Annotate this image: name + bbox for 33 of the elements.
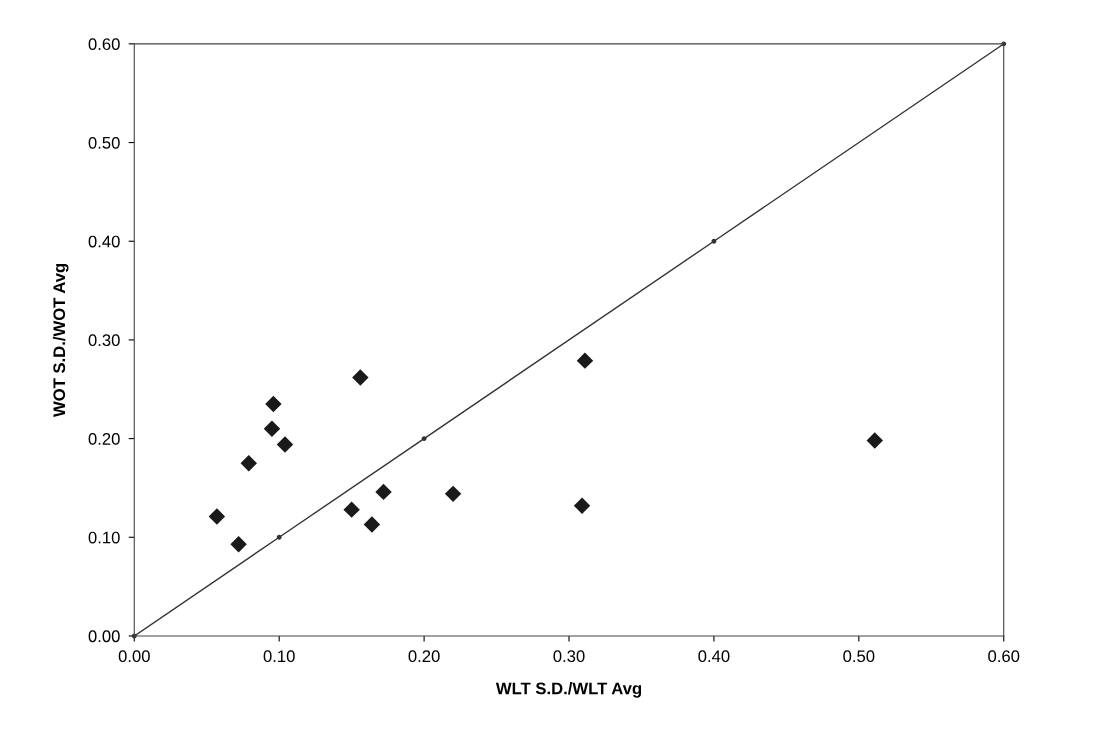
y-tick-label: 0.50: [88, 136, 120, 149]
point: [444, 485, 462, 503]
point: [276, 534, 282, 540]
x-tick-label: 0.50: [843, 650, 875, 663]
point: [866, 432, 883, 449]
x-axis-title: WLT S.D./WLT Avg: [495, 682, 642, 698]
y-tick-label: 0.30: [88, 334, 120, 347]
point: [573, 497, 591, 514]
point: [208, 508, 226, 525]
point: [363, 516, 381, 533]
x-tick-label: 0.60: [988, 650, 1020, 663]
point: [276, 436, 294, 453]
x-tick-label: 0.20: [408, 650, 440, 663]
y-tick-label: 0.20: [88, 433, 120, 445]
point: [711, 238, 717, 244]
y-tick-label: 0.40: [88, 235, 120, 248]
point: [352, 369, 369, 386]
y-tick-label: 0.00: [88, 630, 120, 643]
point: [421, 436, 427, 442]
point: [343, 501, 360, 518]
y-tick-label: 0.60: [88, 38, 120, 51]
point: [263, 420, 281, 437]
x-tick-label: 0.00: [118, 650, 150, 663]
x-tick-label: 0.40: [698, 650, 730, 663]
point: [265, 395, 282, 413]
y-axis-title: WOT S.D./WOT Avg: [52, 263, 69, 418]
x-tick-label: 0.30: [553, 650, 585, 663]
point: [240, 455, 257, 472]
x-tick-label: 0.10: [263, 650, 295, 663]
point: [375, 483, 392, 501]
point: [230, 535, 247, 553]
point: [576, 352, 594, 369]
y-tick-label: 0.10: [88, 531, 120, 544]
